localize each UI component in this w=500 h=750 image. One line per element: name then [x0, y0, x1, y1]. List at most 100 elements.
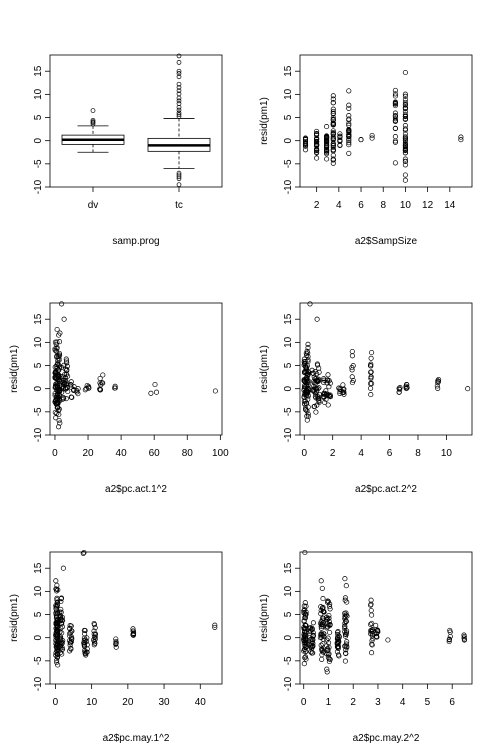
data-point [54, 645, 60, 651]
y-tick-label: 15 [283, 65, 294, 77]
data-point [83, 652, 89, 658]
data-point [304, 417, 310, 423]
y-tick-label: 5 [33, 114, 44, 120]
data-point [402, 138, 408, 144]
data-point [92, 640, 98, 646]
data-point [61, 316, 67, 322]
data-point [367, 363, 374, 369]
data-point [368, 392, 374, 398]
scatter-points [52, 301, 218, 430]
data-point [324, 380, 330, 386]
x-tick-label: 0 [301, 697, 307, 708]
data-point [402, 123, 408, 129]
data-point [368, 355, 374, 361]
data-point [339, 390, 345, 396]
y-tick-label: 5 [283, 362, 294, 368]
data-point [402, 158, 408, 164]
data-point [303, 407, 309, 413]
data-point [324, 124, 330, 130]
data-point [327, 392, 333, 398]
data-point [346, 150, 352, 156]
data-point [369, 132, 375, 139]
data-point [318, 578, 324, 584]
data-point [305, 411, 311, 417]
data-point [322, 399, 328, 406]
outlier-point [176, 182, 182, 188]
data-point [327, 394, 334, 400]
data-point [337, 138, 343, 144]
x-tick-label: 60 [149, 448, 161, 459]
data-point [346, 121, 352, 127]
panel-1: -10 -5 0 5 10 15 dv tc samp.prog [33, 53, 223, 247]
data-point [57, 330, 63, 336]
data-point [397, 387, 403, 393]
y-tick-label: 0 [283, 634, 294, 640]
data-point [56, 417, 62, 424]
y-tick-label: 0 [283, 137, 294, 143]
y-tick-label: 15 [33, 313, 44, 325]
data-point [302, 361, 308, 367]
data-point [321, 394, 327, 400]
outlier-point [176, 176, 182, 182]
data-point [113, 636, 119, 642]
plot-frame [49, 302, 223, 436]
outlier-point [176, 110, 182, 116]
data-point [316, 365, 322, 371]
data-point [59, 301, 65, 307]
y-tick-label: 10 [33, 336, 44, 348]
data-point [68, 379, 74, 385]
x-tick-label: 4 [336, 200, 342, 211]
data-point [336, 653, 342, 659]
data-point [56, 365, 62, 371]
data-point [58, 616, 64, 622]
data-point [305, 413, 311, 419]
data-point [52, 339, 58, 345]
data-point [330, 129, 336, 136]
data-point [58, 596, 64, 602]
data-point [315, 362, 321, 368]
data-point [310, 387, 316, 393]
data-point [303, 393, 309, 399]
data-point [330, 108, 336, 115]
data-point [325, 600, 331, 606]
data-point [368, 597, 374, 603]
box-tc [147, 53, 211, 188]
data-point [305, 371, 311, 377]
data-point [343, 651, 349, 657]
y-axis-label: resid(pm1) [9, 594, 20, 642]
x-tick-label: 12 [422, 200, 434, 211]
data-point [402, 156, 408, 162]
data-point [60, 565, 66, 571]
outlier-point [176, 53, 182, 59]
y-tick-label: -5 [33, 656, 44, 665]
outlier-point [176, 98, 182, 104]
data-point [334, 644, 340, 650]
data-point [301, 378, 307, 384]
y-axis-label: resid(pm1) [259, 345, 270, 393]
data-point [319, 634, 325, 640]
data-point [346, 105, 352, 111]
data-point [369, 612, 375, 618]
data-point [435, 385, 441, 391]
outlier-point [176, 68, 182, 74]
data-point [53, 369, 59, 375]
y-tick-label: -10 [283, 676, 294, 691]
data-point [461, 632, 467, 638]
data-point [318, 632, 324, 638]
data-point [392, 99, 398, 105]
x-tick-label: 6 [449, 697, 455, 708]
y-tick-label: -5 [33, 407, 44, 416]
data-point [54, 628, 60, 634]
data-point [458, 134, 464, 140]
outlier-point [176, 71, 182, 76]
data-point [308, 625, 314, 631]
data-point [319, 585, 325, 591]
data-point [318, 621, 324, 627]
data-point [369, 638, 375, 644]
data-point [369, 135, 375, 141]
data-point [314, 136, 320, 142]
plot-frame [49, 551, 223, 685]
data-point [64, 363, 70, 369]
data-point [57, 633, 63, 640]
data-point [301, 626, 307, 632]
